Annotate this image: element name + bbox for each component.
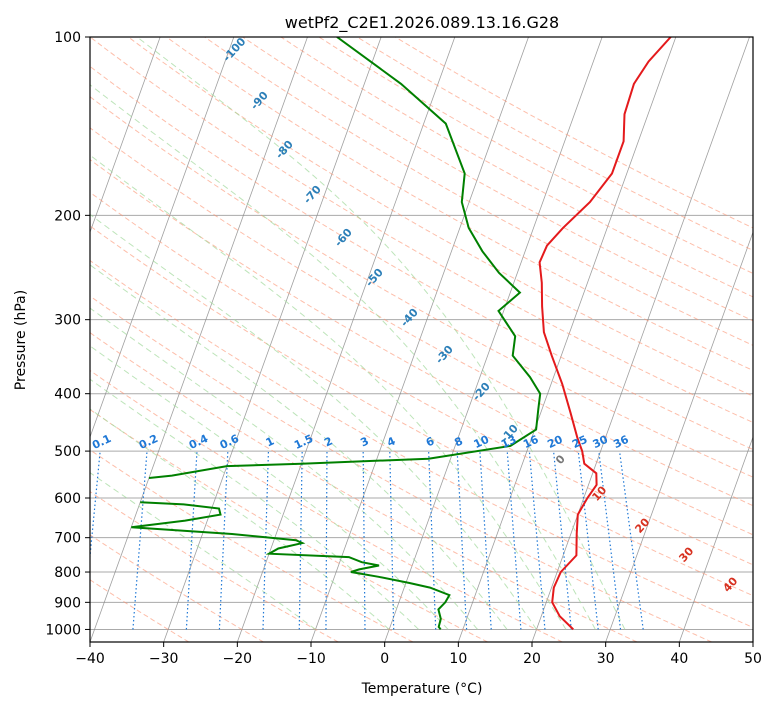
mixing-ratio-label: 16 <box>521 433 541 451</box>
x-tick-label: 50 <box>744 651 762 667</box>
mixing-ratio-line <box>90 451 101 563</box>
x-axis: −40 −30 −20 −10 0 10 20 30 40 50 <box>75 642 762 667</box>
y-tick-label: 400 <box>54 387 81 403</box>
dry-adiabat <box>127 37 753 397</box>
dry-adiabat <box>90 65 753 451</box>
dewpoint-series <box>131 37 542 631</box>
temperature-series <box>538 37 672 631</box>
dry-adiabat <box>90 449 414 642</box>
dry-adiabat <box>90 295 712 642</box>
mixing-ratio-line <box>218 451 229 630</box>
x-tick-label: −40 <box>75 651 105 667</box>
dry-adiabat <box>165 37 753 371</box>
mixing-ratio-line <box>456 451 468 630</box>
mixing-ratio-line <box>185 451 198 630</box>
mixing-ratio-line <box>428 451 437 630</box>
y-tick-label: 900 <box>54 595 81 611</box>
isotherm-line <box>90 37 235 439</box>
y-tick-label: 300 <box>54 313 81 329</box>
dry-adiabat <box>90 408 488 642</box>
dry-adiabat <box>90 159 753 536</box>
x-axis-label: Temperature (°C) <box>361 681 483 697</box>
moist-adiabat <box>90 264 508 630</box>
plot-frame <box>89 36 754 643</box>
dry-adiabat <box>90 191 753 566</box>
isotherm-line <box>236 37 456 642</box>
moist-adiabat <box>136 37 626 630</box>
moist-adiabat <box>90 472 316 630</box>
x-tick-label: −10 <box>296 651 326 667</box>
dry-adiabat <box>90 259 753 629</box>
y-tick-label: 200 <box>54 208 81 224</box>
y-tick-label: 700 <box>54 531 81 547</box>
isotherm-line <box>163 37 382 642</box>
x-tick-label: 10 <box>449 651 467 667</box>
mixing-ratio-line <box>132 451 148 630</box>
y-tick-label: 800 <box>54 565 81 581</box>
isotherm-line <box>384 37 603 642</box>
x-tick-label: 0 <box>380 651 389 667</box>
x-tick-label: −30 <box>149 651 179 667</box>
mixing-ratio-label: 25 <box>570 433 589 451</box>
moist-adiabat <box>90 378 419 630</box>
mixing-ratio-line <box>362 451 366 630</box>
x-tick-label: −20 <box>223 651 253 667</box>
isotherm-line <box>678 435 753 642</box>
x-tick-label: 20 <box>523 651 541 667</box>
mixing-ratio-line <box>389 451 395 630</box>
y-axis-label: Pressure (hPa) <box>13 290 29 390</box>
y-tick-label: 600 <box>54 491 81 507</box>
moist-adiabat <box>90 408 390 630</box>
series-layer <box>131 37 672 631</box>
mixing-ratio-line <box>298 451 303 630</box>
dry-adiabat <box>90 534 264 642</box>
chart-title: wetPf2_C2E1.2026.089.13.16.G28 <box>285 13 559 33</box>
moist-adiabat <box>90 213 537 630</box>
temperature-line <box>538 37 672 631</box>
x-tick-label: 40 <box>670 651 688 667</box>
dry-adiabat <box>90 369 563 642</box>
mixing-ratio-line <box>479 451 492 630</box>
y-tick-label: 1000 <box>45 622 81 638</box>
dewpoint-line-lower <box>131 501 451 631</box>
isotherm-line <box>90 37 308 642</box>
mixing-ratio-line <box>262 451 270 630</box>
dry-adiabat <box>203 37 753 346</box>
moist-adiabat <box>90 345 449 630</box>
dry-adiabat <box>90 225 753 597</box>
isotherm-line <box>90 37 161 234</box>
mixing-ratio-label: 20 <box>545 433 565 451</box>
dry-adiabat <box>90 37 753 424</box>
mixing-ratio-label: 30 <box>591 433 611 451</box>
x-tick-label: 30 <box>597 651 615 667</box>
isotherm-line <box>531 37 750 642</box>
mixing-ratio-label: 10 <box>472 433 492 451</box>
dry-adiabat <box>90 332 638 642</box>
dry-adiabat <box>90 579 190 642</box>
y-tick-label: 100 <box>54 30 81 46</box>
isotherm-line <box>457 37 677 642</box>
isotherm-line <box>605 230 753 642</box>
dewpoint-line <box>148 37 542 479</box>
moist-adiabat <box>90 154 567 630</box>
mixing-ratio-label: 13 <box>499 433 518 451</box>
mixing-ratio-line <box>506 451 522 630</box>
y-axis: 100 200 300 400 500 600 700 800 900 1000 <box>45 30 90 638</box>
reference-lines <box>90 37 753 642</box>
mixing-ratio-line <box>552 451 572 630</box>
moist-adiabat <box>90 84 596 630</box>
mixing-ratio-label: 36 <box>611 433 631 451</box>
mixing-ratio-line <box>325 451 328 630</box>
y-tick-label: 500 <box>54 444 81 460</box>
mixing-ratio-line <box>528 451 546 630</box>
moist-adiabat <box>90 307 478 630</box>
